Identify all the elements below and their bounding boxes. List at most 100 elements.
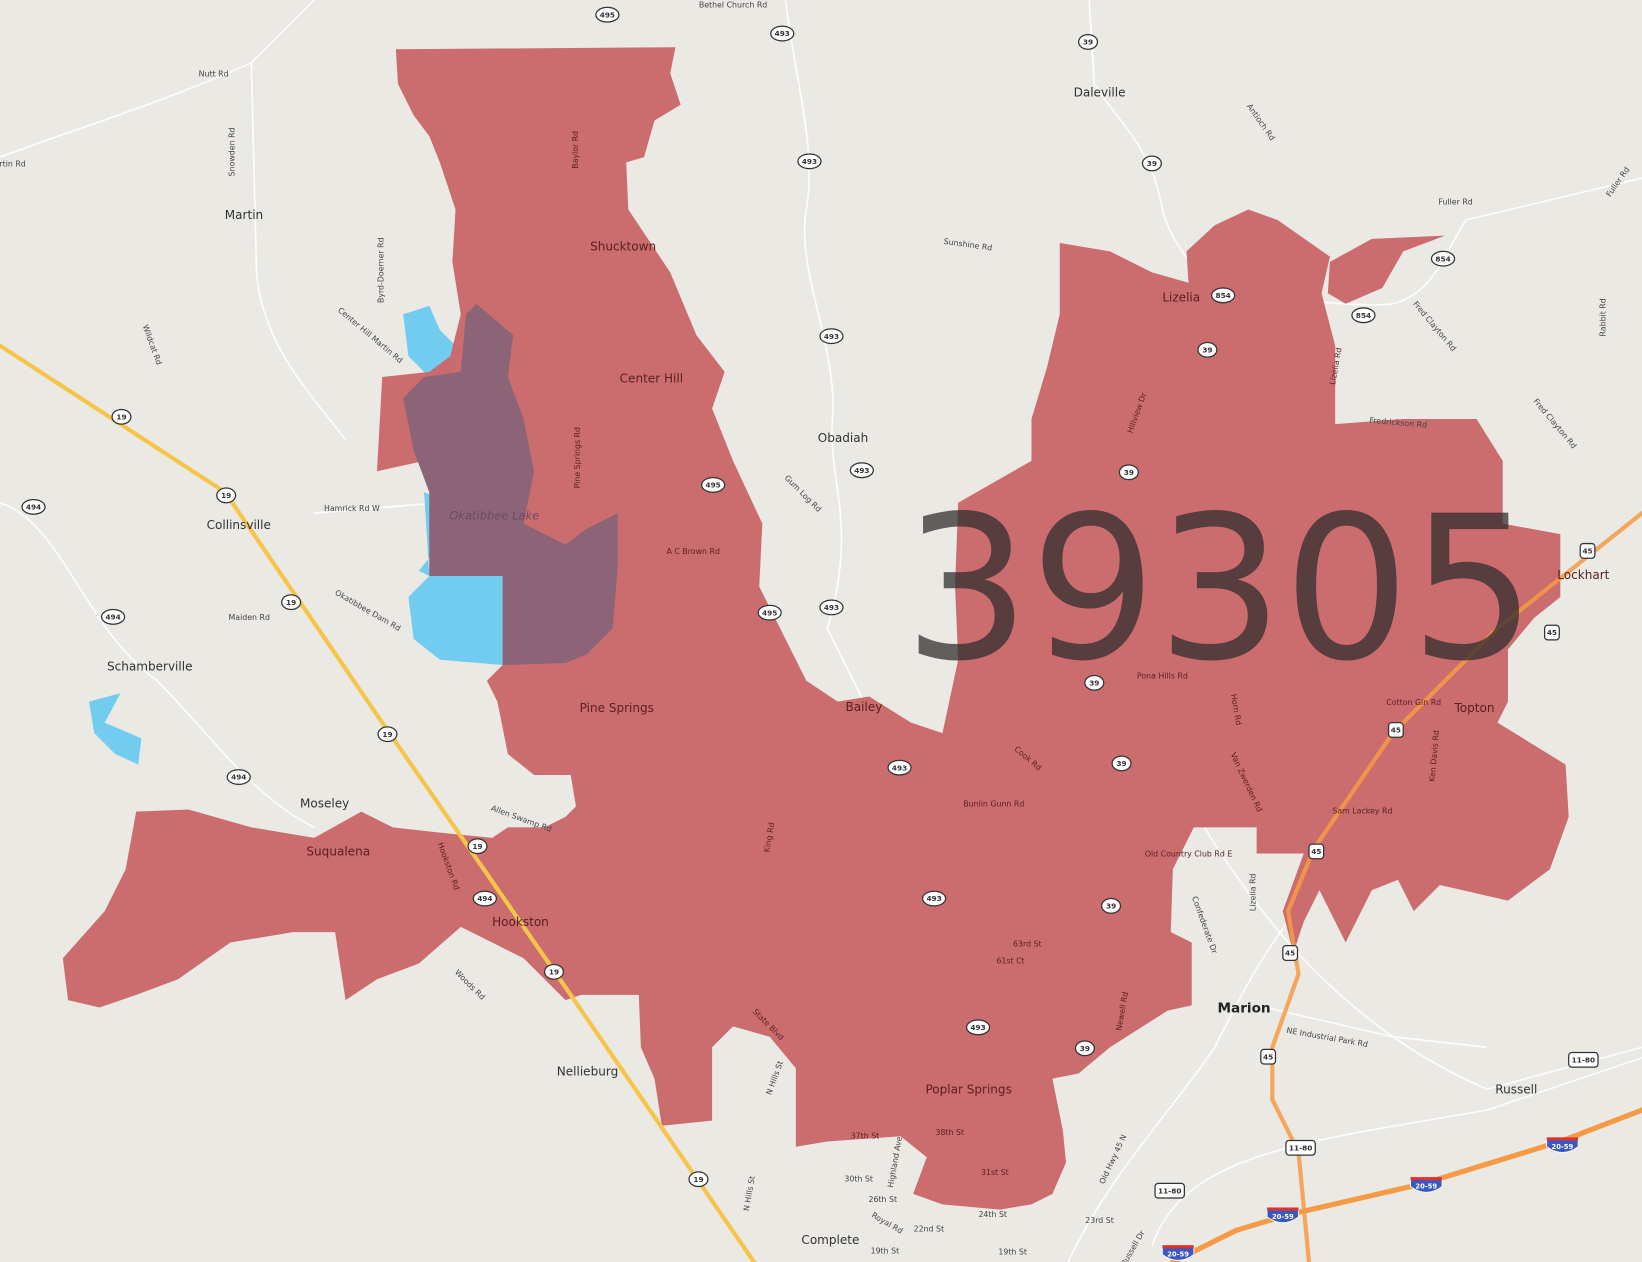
state-route-shield: 493 [887, 759, 912, 776]
road-label: Cotton Gin Rd [1386, 698, 1441, 707]
road-label: Snowden Rd [228, 127, 237, 176]
state-route-shield: 493 [819, 328, 844, 345]
place-label: Collinsville [207, 518, 271, 532]
svg-text:19: 19 [549, 967, 559, 976]
state-route-shield: 494 [100, 608, 126, 625]
svg-text:493: 493 [854, 466, 869, 475]
state-route-shield: 493 [770, 25, 795, 42]
road-label: Baylor Rd [571, 131, 580, 169]
road-label: Fuller Rd [1438, 197, 1472, 206]
svg-text:493: 493 [892, 763, 907, 772]
road-label: 31st St [981, 1168, 1009, 1177]
svg-text:494: 494 [105, 612, 120, 621]
state-route-shield: 39 [1197, 341, 1218, 358]
us-route-shield: 45 [1579, 542, 1596, 559]
state-route-shield: 854 [1430, 250, 1456, 267]
road-label: A C Brown Rd [667, 547, 720, 556]
place-label: Schamberville [107, 659, 193, 673]
us-route-shield: 11-80 [1568, 1051, 1599, 1068]
zip-code-label: 39305 [904, 473, 1537, 705]
us-route-shield: 11-80 [1285, 1139, 1316, 1156]
svg-text:19: 19 [693, 1175, 703, 1184]
road-label: 19th St [998, 1248, 1027, 1257]
route-shields: 495 493 39 493 39 854 854 854 493 39 19 39 495 493 19 4… [21, 6, 1599, 1261]
state-route-shield: 495 [757, 604, 782, 621]
place-label: Pine Springs [580, 701, 654, 715]
svg-text:39: 39 [1147, 159, 1157, 168]
state-route-shield: 493 [819, 599, 844, 616]
state-route-shield: 39 [1084, 674, 1105, 691]
svg-text:19: 19 [472, 842, 482, 851]
state-route-shield: 495 [595, 6, 620, 23]
place-label: Lockhart [1557, 568, 1609, 582]
svg-text:493: 493 [824, 603, 839, 612]
svg-text:39: 39 [1083, 38, 1093, 47]
place-label: Complete [801, 1233, 859, 1247]
svg-text:19: 19 [382, 730, 392, 739]
state-route-shield: 854 [1210, 287, 1236, 304]
highways [0, 343, 1642, 1262]
us-route-shield: 45 [1260, 1048, 1277, 1065]
lake-label: Okatibbee Lake [449, 508, 539, 522]
svg-text:493: 493 [970, 1023, 985, 1032]
place-label: Bailey [846, 700, 883, 714]
place-label: Daleville [1074, 85, 1126, 99]
road-label: 38th St [936, 1128, 965, 1137]
road-label: Maiden Rd [229, 613, 270, 622]
place-label: Martin [225, 208, 263, 222]
svg-text:39: 39 [1106, 902, 1116, 911]
state-route-shield: 495 [700, 476, 726, 493]
svg-text:494: 494 [26, 503, 41, 512]
road-label: 23rd St [1085, 1216, 1114, 1225]
svg-text:11-80: 11-80 [1572, 1055, 1595, 1064]
place-label: Lizelia [1162, 291, 1200, 305]
state-route-shield: 493 [965, 1019, 991, 1036]
place-label: Hookston [492, 915, 549, 929]
svg-text:39: 39 [1202, 345, 1212, 354]
place-label: Suqualena [306, 845, 370, 859]
state-route-shield: 19 [467, 838, 488, 855]
state-route-shield: 493 [797, 153, 822, 170]
place-label: Topton [1453, 701, 1494, 715]
road-label: Old Country Club Rd E [1145, 850, 1233, 859]
road-label: Lizelia Rd [1249, 873, 1258, 911]
us-route-shield: 45 [1543, 624, 1560, 641]
road-label: rtin Rd [0, 160, 26, 169]
state-route-shield: 39 [1141, 155, 1162, 172]
road-label: 37th St [851, 1131, 880, 1140]
road-label: Pine Springs Rd [573, 427, 582, 488]
road-label: Sam Lackey Rd [1332, 807, 1392, 816]
state-route-shield: 493 [849, 462, 874, 479]
svg-text:20-59: 20-59 [1415, 1183, 1437, 1191]
svg-text:20-59: 20-59 [1167, 1251, 1189, 1259]
svg-text:494: 494 [231, 773, 246, 782]
place-label: Obadiah [818, 431, 868, 445]
state-route-shield: 854 [1351, 307, 1376, 324]
road-label: 61st Ct [996, 956, 1024, 965]
interstate-shield: 20-59 [1546, 1137, 1579, 1153]
svg-text:19: 19 [116, 412, 126, 421]
svg-text:39: 39 [1089, 678, 1099, 687]
state-route-shield: 19 [111, 408, 132, 425]
state-route-shield: 494 [21, 498, 46, 515]
svg-text:495: 495 [705, 481, 720, 490]
state-route-shield: 19 [377, 726, 398, 743]
road-label: 30th St [844, 1174, 873, 1183]
state-route-shield: 39 [1101, 897, 1122, 914]
svg-text:493: 493 [775, 29, 790, 38]
state-route-shield: 493 [921, 890, 947, 907]
svg-text:854: 854 [1435, 254, 1450, 263]
road-label: Rabbit Rd [1598, 298, 1607, 336]
svg-text:45: 45 [1547, 628, 1557, 637]
svg-text:20-59: 20-59 [1552, 1143, 1574, 1151]
svg-text:20-59: 20-59 [1272, 1213, 1294, 1221]
state-route-shield: 19 [281, 594, 302, 611]
interstate-shield: 20-59 [1410, 1177, 1443, 1193]
svg-text:45: 45 [1263, 1052, 1273, 1061]
us-route-shield: 45 [1308, 843, 1325, 860]
svg-text:19: 19 [221, 491, 231, 500]
us-route-shield: 45 [1387, 722, 1404, 738]
road-label: Nutt Rd [199, 70, 229, 79]
zip-area-39305[interactable] [62, 47, 1569, 1210]
